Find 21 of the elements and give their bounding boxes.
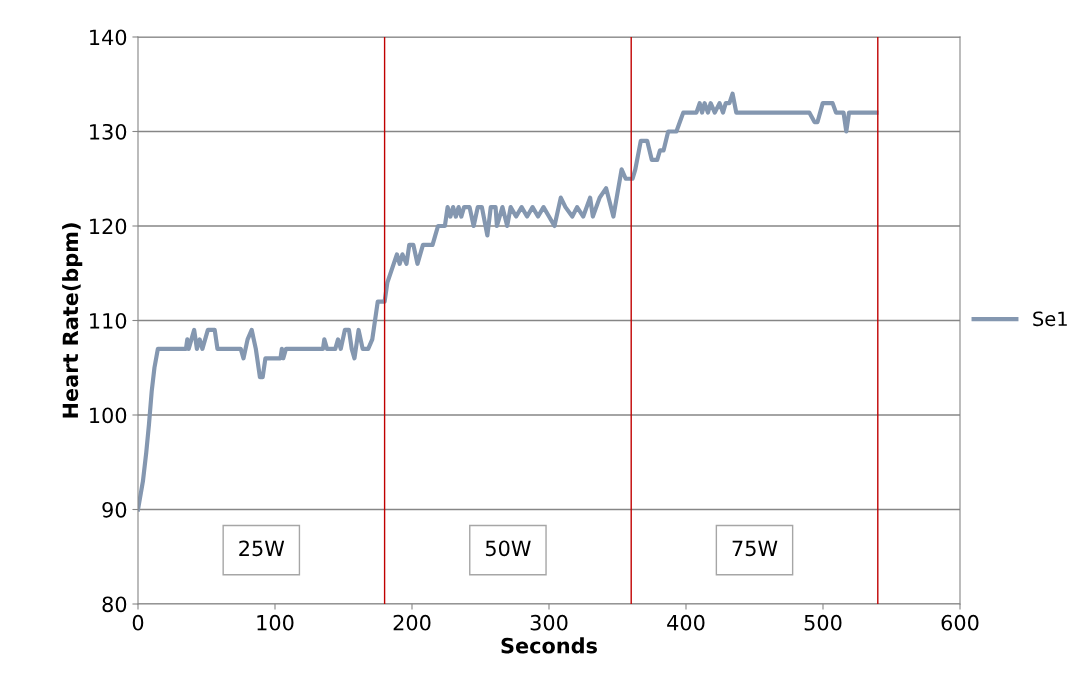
y-tick-label: 120 bbox=[90, 218, 127, 235]
y-tick-label: 130 bbox=[90, 123, 127, 140]
annotation: 75W bbox=[732, 540, 778, 557]
legend-label: Se1 bbox=[1033, 311, 1067, 327]
x-tick-label: 400 bbox=[667, 614, 705, 631]
x-tick-label: 600 bbox=[941, 614, 979, 631]
x-tick-label: 200 bbox=[393, 614, 431, 631]
annotation: 50W bbox=[485, 540, 531, 557]
x-tick-label: 500 bbox=[804, 614, 842, 631]
y-axis-title: Heart Rate(bpm) bbox=[62, 223, 83, 418]
y-tick-label: 90 bbox=[102, 501, 127, 518]
x-tick-label: 100 bbox=[257, 614, 294, 631]
line-series bbox=[138, 91, 879, 512]
x-tick-label: 300 bbox=[530, 614, 568, 631]
y-tick-label: 110 bbox=[90, 312, 127, 329]
annotation: 25W bbox=[239, 540, 285, 557]
y-tick-label: 80 bbox=[102, 596, 127, 613]
x-axis-title: Seconds bbox=[501, 637, 597, 654]
x-tick-label: 0 bbox=[132, 614, 144, 631]
y-tick-label: 140 bbox=[90, 29, 127, 46]
y-tick-label: 100 bbox=[90, 407, 127, 424]
